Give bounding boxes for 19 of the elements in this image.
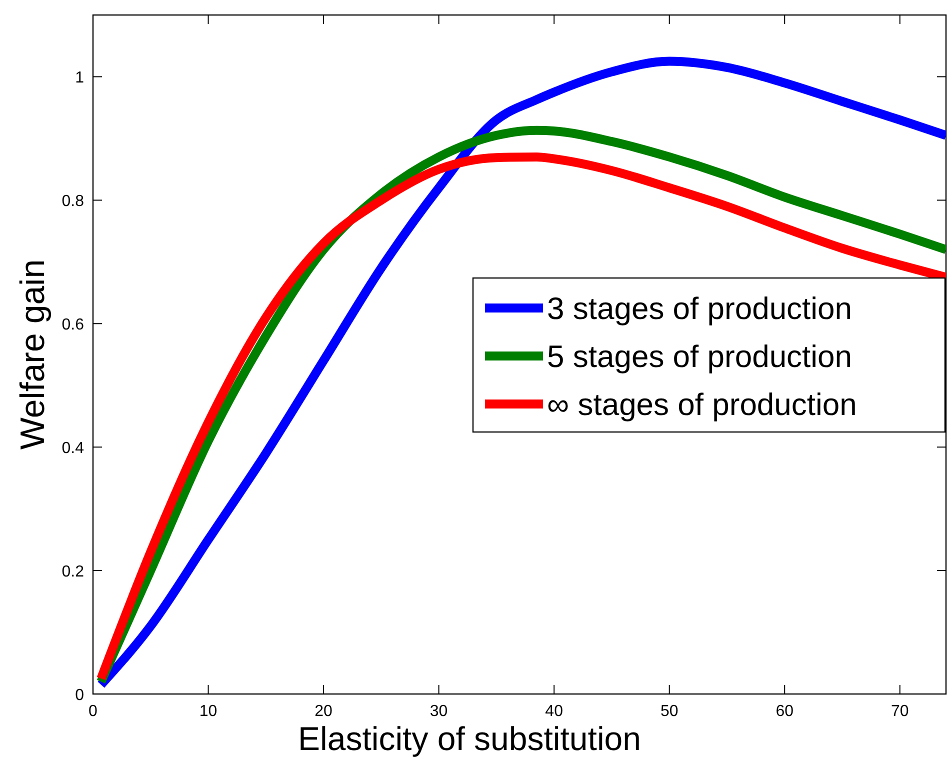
y-tick-label: 0.6: [62, 316, 84, 334]
x-tick-label: 0: [88, 703, 98, 720]
x-tick-label: 10: [199, 703, 218, 720]
y-tick-label: 0.4: [62, 440, 84, 458]
y-tick-label: 1: [75, 70, 84, 87]
x-axis-title: Elasticity of substitution: [298, 720, 641, 757]
y-tick-label: 0.2: [62, 564, 84, 581]
x-tick-label: 40: [545, 703, 564, 720]
y-tick-label: 0: [75, 687, 84, 704]
y-tick-label: 0.8: [62, 193, 84, 210]
x-tick-label: 60: [776, 703, 794, 720]
legend-label: 5 stages of production: [547, 339, 852, 374]
legend-label: ∞ stages of production: [547, 387, 857, 422]
x-tick-label: 30: [430, 703, 448, 720]
x-tick-label: 20: [314, 703, 333, 720]
x-tick-label: 50: [660, 703, 678, 720]
x-tick-label: 70: [890, 703, 909, 720]
legend-label: 3 stages of production: [547, 291, 852, 326]
y-axis-title: Welfare gain: [14, 259, 52, 450]
